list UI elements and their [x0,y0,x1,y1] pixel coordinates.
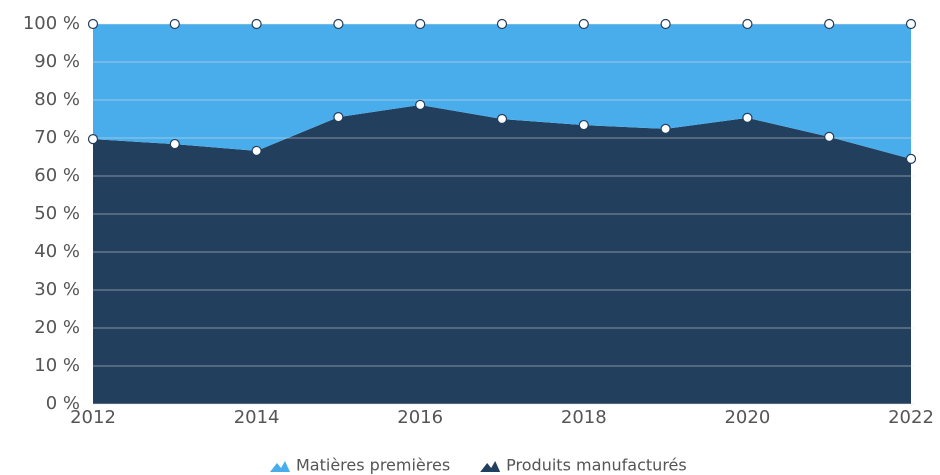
x-tick-label: 2020 [724,407,770,428]
marker [415,99,426,111]
marker [660,18,671,30]
marker [660,123,671,134]
x-tick-label: 2012 [70,407,116,428]
marker [415,18,426,30]
marker [333,111,344,123]
x-tick-label: 2016 [397,407,443,428]
y-tick-label: 50 % [34,203,80,224]
marker [87,18,99,30]
x-tick-label: 2022 [888,407,934,428]
marker [905,18,917,30]
marker [169,18,180,30]
marker [169,138,180,150]
y-tick-label: 60 % [34,165,80,186]
marker [496,113,508,125]
area [93,24,911,159]
x-tick-label: 2014 [234,407,280,428]
marker [496,18,508,30]
marker [742,18,753,30]
legend-icon [270,461,290,472]
legend-label: Produits manufacturés [506,456,687,475]
marker [578,18,589,30]
y-tick-label: 10 % [34,355,80,376]
marker [905,153,917,164]
legend-item: Matières premières [270,456,450,475]
marker [824,18,835,30]
marker [333,18,344,30]
y-tick-label: 100 % [23,13,80,34]
y-tick-label: 80 % [34,89,80,110]
y-tick-label: 70 % [34,127,80,148]
marker [824,131,835,142]
marker [251,18,262,30]
legend-label: Matières premières [296,456,450,475]
y-tick-label: 40 % [34,241,80,262]
marker [578,119,589,131]
legend-icon [480,461,501,472]
marker [742,112,753,123]
y-tick-label: 90 % [34,51,80,72]
area [93,104,911,404]
marker [87,134,99,145]
marker [251,145,262,157]
x-tick-label: 2018 [561,407,607,428]
y-tick-label: 30 % [34,279,80,300]
legend-item: Produits manufacturés [480,456,687,475]
y-tick-label: 20 % [34,317,80,338]
y-tick-label: 0 % [46,393,80,414]
